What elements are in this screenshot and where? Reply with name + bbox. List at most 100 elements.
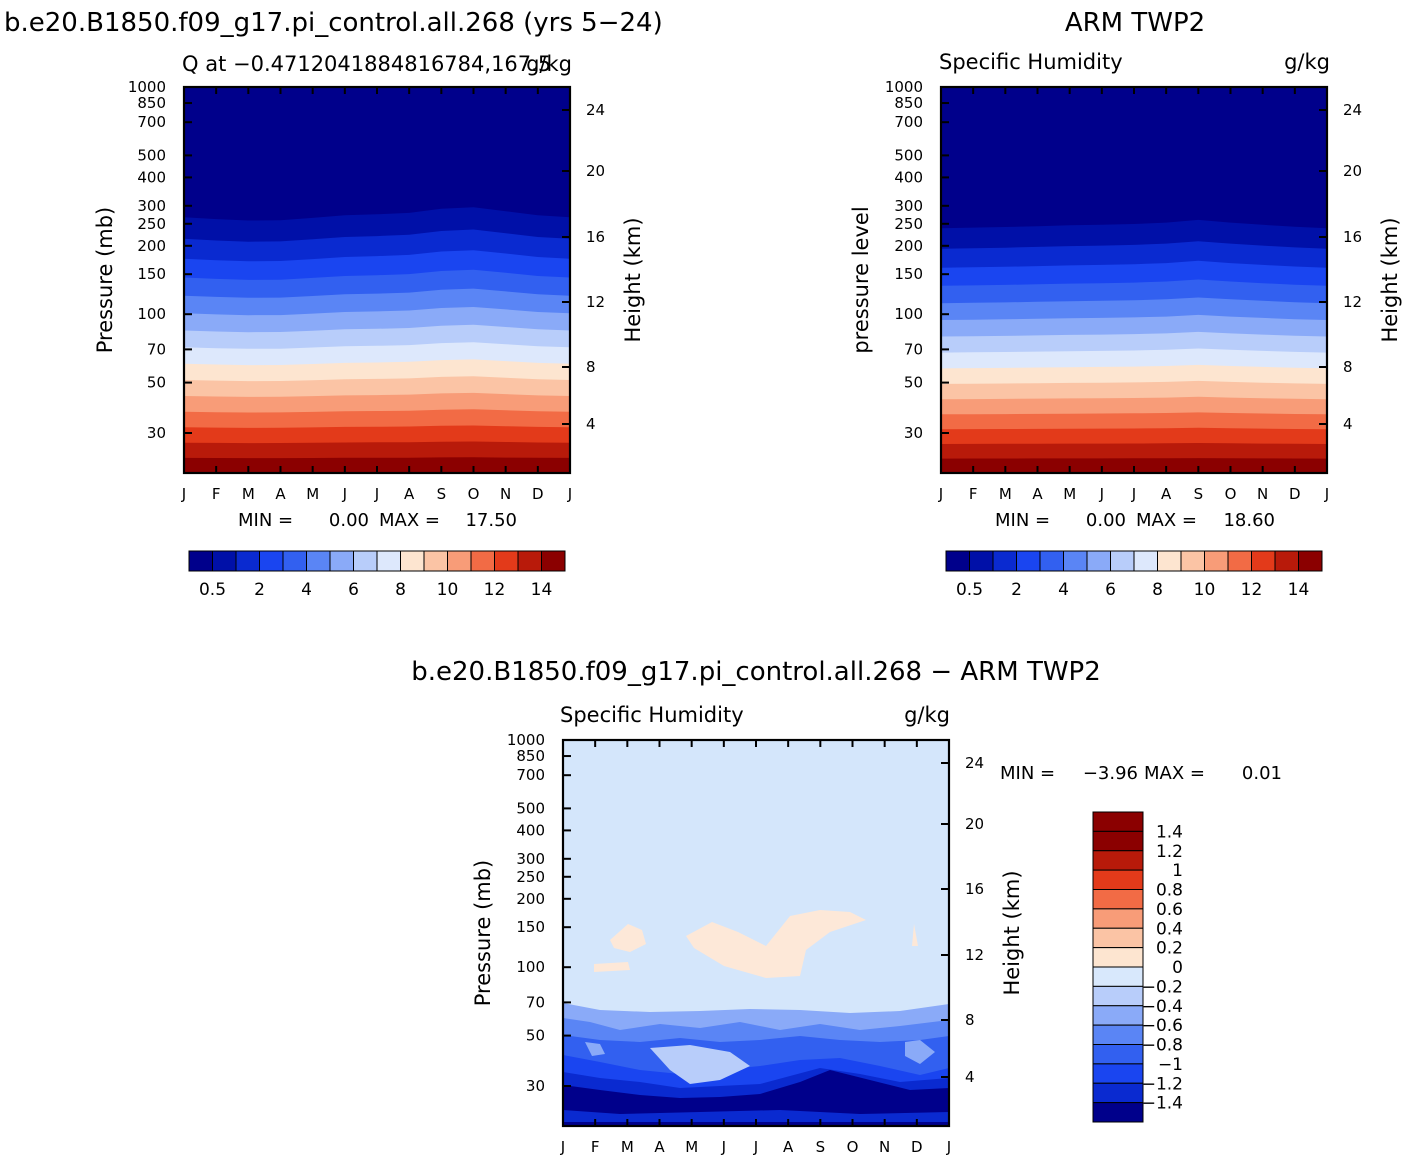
diff-xtick-label: N	[879, 1138, 890, 1156]
obs-colorbar-label: 2	[1011, 580, 1022, 600]
obs-ylabel: pressure level	[849, 206, 873, 353]
model-ytick-label: 500	[137, 146, 166, 164]
diff-colorbar-box	[1092, 1005, 1144, 1026]
diff-colorbar-label: −0.6	[1142, 1016, 1183, 1036]
diff-figure-title: b.e20.B1850.f09_g17.pi_control.all.268 −…	[411, 657, 1101, 687]
obs-panel: Specific Humidity g/kg J F M A M J J A S O N D J 30 50…	[849, 50, 1402, 600]
model-xtick-label: M	[242, 485, 255, 503]
obs-ytick-label: 500	[894, 146, 923, 164]
diff-xtick-label: F	[591, 1138, 600, 1156]
diff-colorbar: 1.41.210.80.60.40.20−0.2−0.4−0.6−0.8−1−1…	[1092, 811, 1183, 1123]
obs-xtick-label: S	[1194, 485, 1204, 503]
model-ytick-right-label: 4	[586, 415, 596, 433]
diff-subtitle-units: g/kg	[904, 703, 950, 727]
model-ytick-label: 70	[147, 340, 166, 358]
diff-ytick-label: 50	[526, 1027, 545, 1045]
diff-ylabel-right: Height (km)	[1000, 870, 1024, 995]
diff-positive-patch-summer	[686, 910, 866, 978]
diff-colorbar-box	[1092, 1063, 1144, 1084]
diff-ytick-label: 300	[516, 850, 545, 868]
diff-ytick-label: 500	[516, 799, 545, 817]
obs-colorbar-box	[992, 550, 1017, 572]
model-ytick-right-label: 8	[586, 358, 596, 376]
obs-colorbar-box	[945, 550, 970, 572]
diff-xtick-label: A	[654, 1138, 665, 1156]
model-xtick-label: D	[532, 485, 544, 503]
diff-colorbar-label: −0.4	[1142, 997, 1183, 1017]
model-colorbar-box	[423, 550, 448, 572]
model-ytick-label: 200	[137, 237, 166, 255]
model-ytick-label: 850	[137, 94, 166, 112]
model-xtick-label: A	[275, 485, 286, 503]
model-colorbar-box	[400, 550, 425, 572]
obs-colorbar-label: 12	[1241, 580, 1263, 600]
model-ytick-right-label: 20	[586, 162, 605, 180]
diff-min-value: −3.96	[1083, 763, 1138, 784]
obs-colorbar-box	[1227, 550, 1252, 572]
model-xtick-label: J	[342, 485, 347, 503]
model-xtick-label: O	[468, 485, 480, 503]
diff-colorbar-label: −1	[1158, 1055, 1183, 1075]
diff-ytick-label: 250	[516, 868, 545, 886]
diff-band-neg-1-4	[563, 1070, 949, 1126]
model-xtick-label: J	[567, 485, 572, 503]
diff-ytick-right-label: 20	[965, 815, 984, 833]
model-min-value: 0.00	[329, 510, 369, 531]
model-colorbar-box	[306, 550, 331, 572]
diff-xtick-label: D	[911, 1138, 923, 1156]
diff-xtick-label: A	[783, 1138, 794, 1156]
diff-colorbar-box	[1092, 947, 1144, 968]
model-colorbar-label: 12	[484, 580, 506, 600]
obs-ytick-right-label: 12	[1343, 293, 1362, 311]
diff-colorbar-label: 1.2	[1156, 842, 1183, 862]
obs-colorbar-box	[1086, 550, 1111, 572]
diff-ytick-right-label: 16	[965, 880, 984, 898]
obs-ytick-label: 250	[894, 215, 923, 233]
diff-colorbar-box	[1092, 1102, 1144, 1123]
diff-ytick-label: 850	[516, 747, 545, 765]
model-ylabel: Pressure (mb)	[93, 207, 117, 354]
diff-pocket-jan	[585, 1042, 605, 1056]
obs-min-label: MIN =	[995, 510, 1050, 531]
obs-ytick-label: 150	[894, 265, 923, 283]
diff-colorbar-label: 0.8	[1156, 881, 1183, 901]
model-colorbar-box	[353, 550, 378, 572]
obs-xtick-label: J	[1324, 485, 1329, 503]
obs-colorbar: 0.5 2 4 6 8 10 12 14	[945, 550, 1323, 600]
obs-ytick-label: 100	[894, 305, 923, 323]
diff-colorbar-label: 1.4	[1156, 822, 1183, 842]
obs-ytick-label: 30	[904, 424, 923, 442]
obs-colorbar-box	[1180, 550, 1205, 572]
model-subtitle-left: Q at −0.4712041884816784,167.5	[182, 52, 551, 76]
obs-colorbar-box	[1157, 550, 1182, 572]
model-colorbar-box	[282, 550, 307, 572]
model-colorbar-box	[470, 550, 495, 572]
diff-colorbar-box	[1092, 966, 1144, 987]
model-colorbar-box	[541, 550, 566, 572]
obs-subtitle-left: Specific Humidity	[939, 50, 1123, 74]
model-ytick-label: 100	[137, 305, 166, 323]
model-xtick-label: N	[500, 485, 511, 503]
model-ytick-label: 50	[147, 374, 166, 392]
diff-ytick-label: 400	[516, 821, 545, 839]
model-max-label: MAX =	[379, 510, 440, 531]
model-colorbar-box	[188, 550, 213, 572]
diff-xtick-label: O	[847, 1138, 859, 1156]
obs-ytick-right-label: 4	[1343, 415, 1353, 433]
model-colorbar-label: 2	[254, 580, 265, 600]
diff-min-label: MIN =	[1000, 763, 1055, 784]
model-colorbar-box	[329, 550, 354, 572]
obs-colorbar-box	[1110, 550, 1135, 572]
model-ytick-right-label: 12	[586, 293, 605, 311]
obs-subtitle-units: g/kg	[1284, 50, 1330, 74]
model-ytick-label: 250	[137, 215, 166, 233]
obs-ytick-right-label: 8	[1343, 358, 1353, 376]
diff-panel: Specific Humidity g/kg J F M A M J J A S O N D J 30 50…	[471, 703, 1282, 1156]
obs-xtick-label: N	[1257, 485, 1268, 503]
diff-ytick-right-label: 4	[965, 1068, 975, 1086]
diff-colorbar-box	[1092, 889, 1144, 910]
diff-colorbar-label: 0.2	[1156, 939, 1183, 959]
diff-colorbar-box	[1092, 1044, 1144, 1065]
obs-min-value: 0.00	[1086, 510, 1126, 531]
